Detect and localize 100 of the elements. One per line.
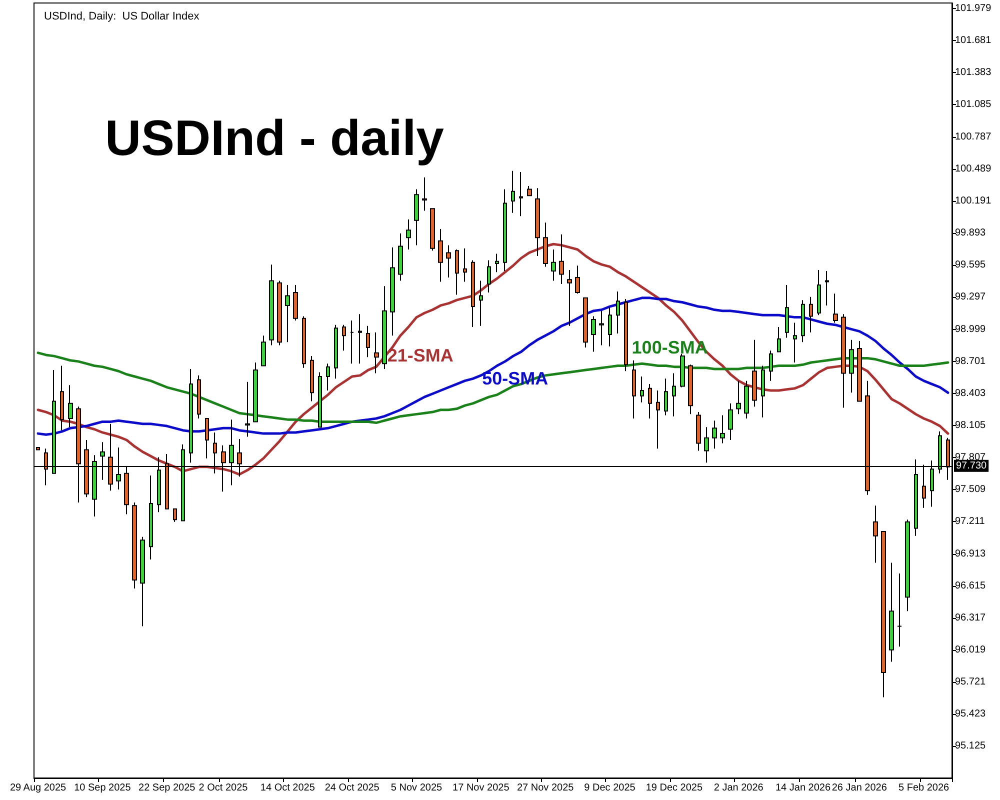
x-tick-label: 22 Sep 2025 [138, 782, 196, 794]
y-tick-label: 96.913 [955, 548, 986, 560]
candlestick [889, 562, 894, 662]
text: USDInd, Daily: US Dollar Index [44, 10, 200, 22]
line-series [36, 296, 950, 436]
y-tick-label: 95.423 [955, 708, 986, 720]
y-tick-label: 97.211 [955, 516, 986, 528]
candlestick [382, 286, 387, 370]
x-tick-label: 2 Oct 2025 [198, 782, 248, 794]
candlestick [728, 402, 733, 441]
y-tick-label: 98.403 [955, 388, 986, 399]
candlestick [559, 234, 564, 284]
candlestick [632, 360, 636, 419]
candlestick [318, 372, 322, 428]
candlestick [849, 339, 854, 394]
y-tick-label: 96.019 [955, 644, 986, 656]
candlestick [471, 260, 475, 328]
candlestick [253, 362, 258, 422]
candlestick [398, 232, 403, 282]
candlestick [132, 502, 137, 590]
candlestick [149, 475, 153, 560]
candlestick [801, 300, 805, 343]
y-tick-label: 98.105 [955, 420, 986, 431]
candlestick [479, 280, 483, 326]
candlestick [640, 376, 644, 403]
x-tick-label: 5 Nov 2025 [390, 782, 443, 794]
candlestick [36, 447, 40, 450]
candlestick [664, 378, 668, 416]
candlestick [777, 326, 781, 352]
candlestick [334, 324, 338, 380]
candlestick [302, 316, 306, 368]
candlestick [696, 412, 701, 452]
candlestick [446, 244, 451, 278]
candlestick [551, 248, 556, 282]
candlestick [905, 519, 910, 612]
candlestick [704, 426, 709, 464]
candlestick [608, 307, 612, 347]
candlestick [535, 188, 540, 256]
candlestick [543, 222, 548, 268]
candlestick [744, 380, 749, 419]
candlestick [672, 372, 676, 417]
candlestick [656, 390, 660, 450]
x-tick-label: 19 Dec 2025 [646, 782, 703, 794]
candlestick [793, 322, 797, 364]
x-tick-label: 26 Jan 2026 [832, 782, 888, 794]
candlestick [455, 248, 459, 296]
candlestick [873, 505, 878, 564]
candlestick [197, 374, 201, 419]
candlestick [374, 332, 379, 374]
candlestick [503, 188, 507, 272]
x-tick-label: 2 Jan 2026 [714, 782, 764, 794]
candlestick [487, 260, 491, 294]
candlestick [752, 339, 757, 408]
candlestick [173, 508, 177, 522]
x-tick-label: 14 Jan 2026 [775, 782, 831, 794]
y-tick-label: 99.893 [955, 228, 986, 239]
candlestick [785, 284, 789, 338]
candlestick [261, 335, 266, 366]
x-tick-label: 10 Sep 2025 [74, 782, 132, 794]
candlestick [366, 325, 370, 358]
candlestick [310, 356, 314, 402]
y-tick-label: 99.595 [955, 260, 986, 271]
candlestick [688, 364, 693, 415]
candlestick [624, 298, 628, 372]
candlestick [390, 246, 395, 336]
x-tick-label: 24 Oct 2025 [324, 782, 380, 794]
candlestick [680, 353, 685, 388]
candlestick [245, 381, 250, 438]
candlestick [616, 290, 620, 334]
candlestick [648, 384, 652, 419]
text: USDInd - daily [105, 110, 444, 166]
candlestick [809, 296, 813, 333]
candlestick [277, 280, 282, 346]
candlestick [881, 531, 886, 698]
y-tick-label: 101.085 [955, 99, 992, 110]
candlestick [841, 314, 846, 408]
y-tick-label: 100.489 [955, 163, 992, 174]
candlestick [406, 218, 411, 250]
candlestick [519, 171, 523, 217]
candlestick [575, 265, 580, 294]
candlestick [189, 368, 193, 464]
candlestick [140, 536, 145, 627]
candlestick [68, 384, 73, 428]
candlestick [293, 284, 298, 322]
y-tick-label: 98.999 [955, 324, 986, 335]
x-tick-label: 5 Feb 2026 [898, 782, 950, 794]
candlestick [358, 314, 362, 364]
candlestick [857, 340, 862, 402]
y-tick-label: 96.317 [955, 612, 986, 624]
y-tick-label: 98.701 [955, 356, 986, 367]
y-tick-label: 101.979 [955, 2, 992, 14]
candlestick [736, 380, 741, 415]
candlestick [591, 316, 596, 352]
candlestick [527, 185, 532, 196]
candlestick [326, 363, 330, 391]
candlestick [342, 324, 346, 352]
candlestick [769, 350, 773, 382]
y-tick-label: 101.681 [955, 35, 992, 46]
candlestick [712, 420, 717, 450]
candlestick [422, 176, 427, 212]
